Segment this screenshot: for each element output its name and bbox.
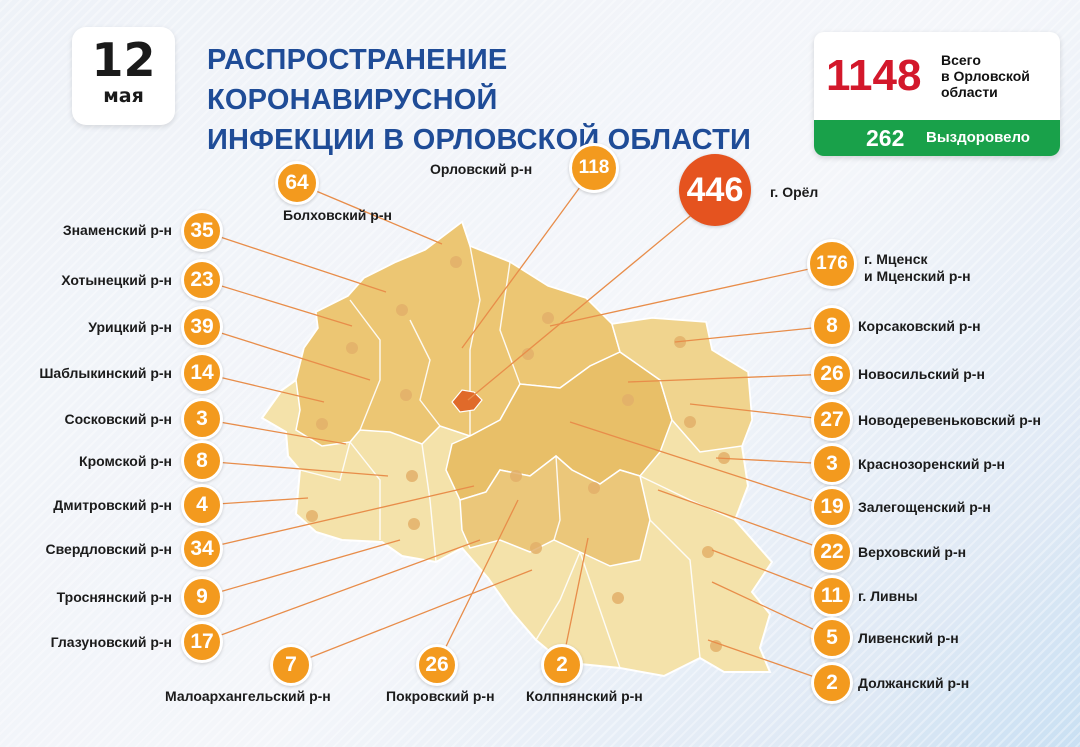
total-label-line-1: Всего [941,52,981,68]
district-17-name-label: Корсаковский р-н [858,318,981,334]
district-10-leader-line [201,485,475,550]
district-2-count-badge: 446 [679,154,751,226]
recovered-bar: 262 Выздоровело [814,120,1060,156]
district-14-leader-line [436,499,519,666]
district-12-leader-line [201,539,481,643]
district-centre-dots [306,256,730,652]
district-24-name-label: Ливенский р-н [858,630,959,646]
district-17-count-badge: 8 [811,305,853,347]
district-13-count-badge: 7 [270,644,312,686]
district-18-leader-line [627,373,833,383]
district-19-count-badge: 27 [811,399,853,441]
district-19-name-label: Новодеревеньковский р-н [858,412,1041,428]
district-18-count-badge: 26 [811,353,853,395]
district-16-count-badge: 176 [807,239,857,289]
district-20-name-label: Краснозоренский р-н [858,456,1006,472]
district-7-count-badge: 3 [181,398,223,440]
district-23-count-badge: 11 [811,575,853,617]
total-label-line-2: в Орловской [941,68,1030,84]
date-month: мая [103,85,144,107]
district-6-count-badge: 14 [181,352,223,394]
totals-card: 1148 Всего в Орловской области 262 Выздо… [814,32,1060,156]
district-0-leader-line [296,182,443,245]
district-21-leader-line [569,421,833,508]
district-8-name-label: Кромской р-н [79,453,172,469]
district-1-leader-line [461,167,595,349]
district-16-name-label: г. Мценск и Мценский р-н [864,251,971,284]
district-11-leader-line [201,539,401,598]
district-22-leader-line [657,489,833,553]
district-8-leader-line [201,460,389,477]
district-22-count-badge: 22 [811,531,853,573]
district-21-count-badge: 19 [811,486,853,528]
district-1-name-label: Орловский р-н [430,161,533,177]
date-day: 12 [91,33,156,87]
page-title: РАСПРОСТРАНЕНИЕ КОРОНАВИРУСНОЙ ИНФЕКЦИИ … [207,40,797,160]
district-20-count-badge: 3 [811,443,853,485]
district-2-name-label: г. Орёл [770,184,819,200]
recovered-count: 262 [866,125,905,151]
district-15-count-badge: 2 [541,644,583,686]
total-cases: 1148 [826,51,922,100]
title-line-1: РАСПРОСТРАНЕНИЕ КОРОНАВИРУСНОЙ [207,44,508,116]
district-12-name-label: Глазуновский р-н [50,634,172,650]
district-24-count-badge: 5 [811,617,853,659]
district-6-name-label: Шаблыкинский р-н [39,365,172,381]
district-16-leader-line [549,263,833,327]
district-5-count-badge: 39 [181,306,223,348]
district-14-count-badge: 26 [416,644,458,686]
district-3-leader-line [201,230,387,293]
district-11-count-badge: 9 [181,576,223,618]
district-25-count-badge: 2 [811,662,853,704]
district-1-count-badge: 118 [569,143,619,193]
district-2-leader-line [467,192,719,401]
district-15-name-label: Колпнянский р-н [526,688,643,704]
district-borders [299,245,736,669]
district-7-name-label: Сосковский р-н [64,411,172,427]
district-4-leader-line [201,279,353,327]
district-shade-east [611,317,753,453]
district-13-leader-line [290,569,533,666]
district-5-name-label: Урицкий р-н [88,319,172,335]
district-25-name-label: Должанский р-н [858,675,970,691]
oryol-city-shape [451,389,483,413]
total-label-line-3: области [941,84,998,100]
leader-lines [201,167,833,684]
title-line-2: ИНФЕКЦИИ В ОРЛОВСКОЙ ОБЛАСТИ [207,124,752,156]
district-17-leader-line [674,325,833,343]
district-14-name-label: Покровский р-н [386,688,495,704]
district-10-count-badge: 34 [181,528,223,570]
district-12-count-badge: 17 [181,621,223,663]
total-label: Всего в Орловской области [941,52,1056,100]
district-22-name-label: Верховский р-н [858,544,967,560]
district-3-name-label: Знаменский р-н [62,222,172,238]
district-15-leader-line [561,537,589,666]
district-23-name-label: г. Ливны [858,588,918,604]
district-10-name-label: Свердловский р-н [45,541,173,557]
district-5-leader-line [201,326,371,381]
recovered-label: Выздоровело [926,129,1030,146]
district-3-count-badge: 35 [181,210,223,252]
district-18-name-label: Новосильский р-н [858,366,985,382]
district-9-count-badge: 4 [181,484,223,526]
district-7-leader-line [201,418,347,445]
district-4-name-label: Хотынецкий р-н [61,272,172,288]
district-21-name-label: Залегощенский р-н [858,499,991,515]
district-8-count-badge: 8 [181,440,223,482]
date-card: 12 мая [72,27,175,125]
district-19-leader-line [689,403,833,421]
district-0-name-label: Болховский р-н [283,207,392,223]
district-4-count-badge: 23 [181,259,223,301]
district-9-name-label: Дмитровский р-н [53,497,172,513]
district-0-count-badge: 64 [275,161,319,205]
district-13-name-label: Малоархангельский р-н [165,688,331,704]
district-11-name-label: Троснянский р-н [56,589,172,605]
